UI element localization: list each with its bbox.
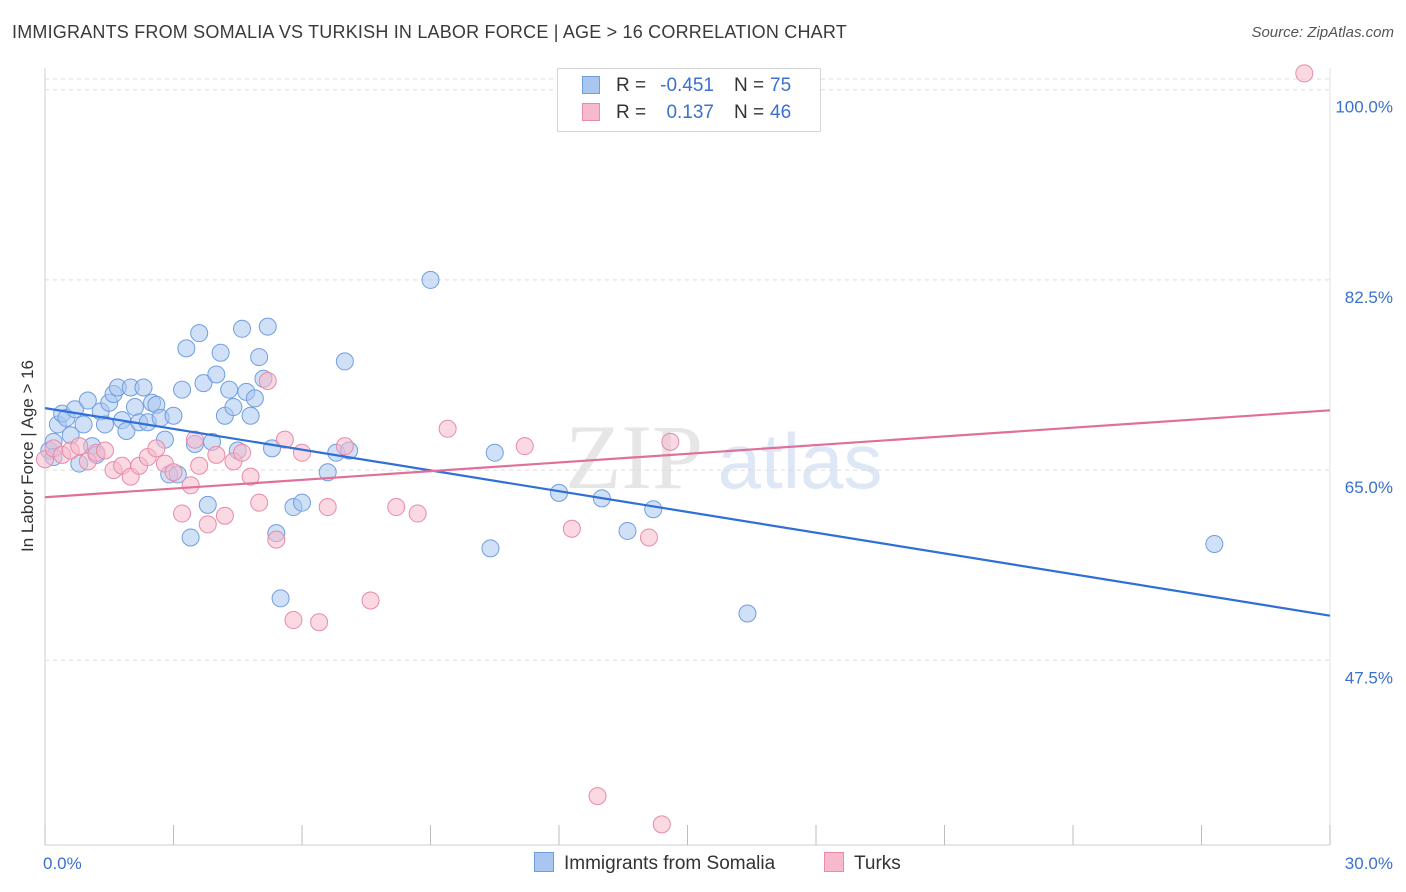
point-somalia [211, 343, 230, 362]
point-somalia [258, 317, 277, 336]
point-somalia [644, 500, 663, 519]
trend-line-somalia [44, 407, 1331, 617]
point-turks [95, 441, 114, 460]
point-somalia [318, 463, 337, 482]
point-somalia [181, 528, 200, 547]
point-somalia [190, 324, 209, 343]
point-somalia [481, 539, 500, 558]
point-turks [661, 432, 680, 451]
point-turks [181, 476, 200, 495]
legend-n-value: 75 [770, 75, 792, 96]
point-somalia [1205, 534, 1224, 553]
point-turks [1295, 64, 1314, 83]
legend-item-turks[interactable]: Turks [824, 852, 901, 875]
x-tick-label: 30.0% [1345, 854, 1393, 873]
point-turks [207, 445, 226, 464]
data-points [36, 64, 1314, 834]
point-somalia [194, 374, 213, 393]
point-somalia [241, 406, 260, 425]
legend-n-label: N = [734, 75, 765, 96]
point-turks [147, 439, 166, 458]
point-somalia [618, 521, 637, 540]
point-turks [250, 493, 269, 512]
point-somalia [245, 389, 264, 408]
point-turks [233, 443, 252, 462]
point-somalia [335, 352, 354, 371]
point-turks [198, 515, 217, 534]
point-turks [241, 467, 260, 486]
point-somalia [250, 348, 269, 367]
point-somalia [271, 589, 290, 608]
point-turks [310, 613, 329, 632]
point-turks [164, 463, 183, 482]
point-turks [387, 498, 406, 517]
legend-n-value: 46 [770, 102, 792, 123]
point-somalia [224, 398, 243, 417]
point-turks [258, 371, 277, 390]
tick-labels: 100.0% 82.5% 65.0% 47.5% 0.0% 30.0% [43, 98, 1393, 873]
point-turks [318, 498, 337, 517]
watermark-atlas: atlas [718, 417, 883, 505]
y-tick-label: 100.0% [1335, 98, 1393, 117]
legend-r-label: R = [616, 75, 647, 96]
point-somalia [421, 270, 440, 289]
point-somalia [738, 604, 757, 623]
point-turks [562, 519, 581, 538]
legend-item-somalia[interactable]: Immigrants from Somalia [534, 852, 775, 875]
point-somalia [173, 380, 192, 399]
trend-lines [44, 407, 1331, 617]
point-turks [652, 815, 671, 834]
point-turks [70, 437, 89, 456]
point-somalia [134, 378, 153, 397]
source-label: Source: ZipAtlas.com [1251, 24, 1394, 41]
point-turks [438, 419, 457, 438]
gridlines [45, 78, 1330, 661]
legend-swatch-turks [582, 103, 600, 121]
legend-swatch-somalia [534, 852, 554, 872]
point-somalia [117, 421, 136, 440]
point-turks [267, 530, 286, 549]
point-turks [408, 504, 427, 523]
chart-title: IMMIGRANTS FROM SOMALIA VS TURKISH IN LA… [12, 22, 847, 42]
point-turks [215, 506, 234, 525]
point-somalia [177, 339, 196, 358]
y-tick-label: 47.5% [1345, 668, 1393, 687]
point-turks [361, 591, 380, 610]
point-somalia [485, 443, 504, 462]
point-turks [588, 787, 607, 806]
point-turks [284, 611, 303, 630]
point-turks [639, 528, 658, 547]
point-turks [275, 430, 294, 449]
correlation-legend: R = -0.451 N = 75 R = 0.137 N = 46 [557, 68, 821, 132]
legend-label-turks: Turks [854, 853, 901, 874]
legend-n-label: N = [734, 102, 765, 123]
point-somalia [198, 495, 217, 514]
legend-swatch-turks [824, 852, 844, 872]
point-turks [335, 437, 354, 456]
trend-line-turks [44, 409, 1331, 499]
y-tick-label: 65.0% [1345, 478, 1393, 497]
legend-label-somalia: Immigrants from Somalia [564, 853, 776, 874]
point-somalia [233, 319, 252, 338]
point-somalia [293, 493, 311, 512]
point-turks [185, 430, 204, 449]
point-turks [173, 504, 192, 523]
point-turks [190, 456, 209, 475]
point-somalia [164, 406, 183, 425]
point-somalia [125, 398, 144, 417]
point-turks [515, 437, 534, 456]
legend-r-value: -0.451 [660, 75, 714, 96]
point-somalia [78, 391, 97, 410]
legend-swatch-somalia [582, 76, 600, 94]
legend-r-value: 0.137 [666, 102, 714, 123]
point-somalia [207, 365, 226, 384]
point-turks [293, 443, 311, 462]
point-somalia [220, 380, 239, 399]
x-tick-label: 0.0% [43, 854, 82, 873]
point-somalia [95, 415, 114, 434]
y-tick-label: 82.5% [1345, 288, 1393, 307]
point-somalia [74, 415, 93, 434]
legend-r-label: R = [616, 102, 647, 123]
